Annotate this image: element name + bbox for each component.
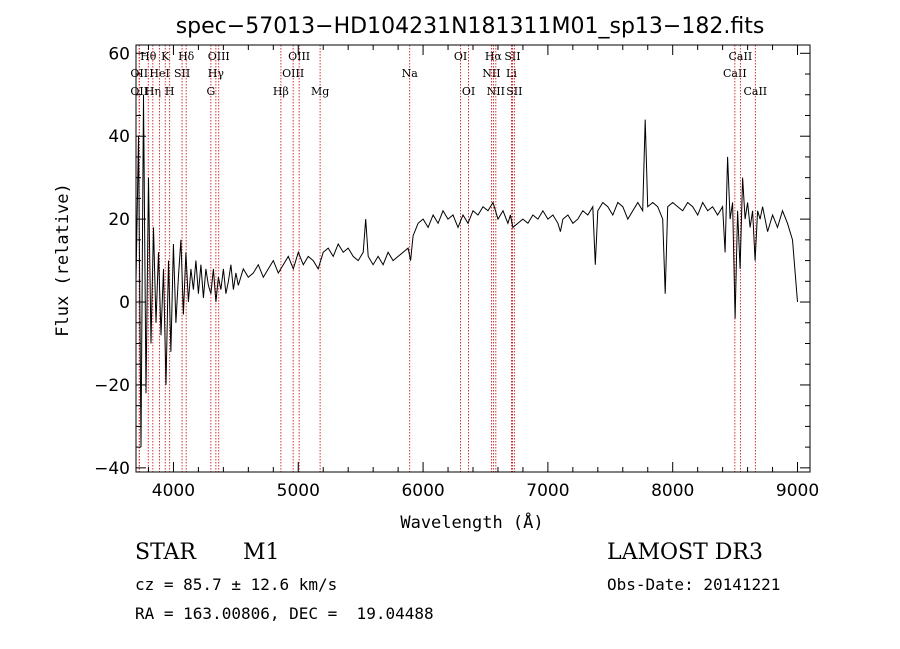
redshift-cz: cz = 85.7 ± 12.6 km/s [135,575,338,594]
y-tick-label-20: 20 [108,210,130,230]
line-marker-label-7: SII [174,67,190,80]
line-marker-label-3: Hη [145,85,161,98]
line-marker-label-19: NII [482,67,500,80]
spectrum-series-line [135,94,798,448]
object-class: STAR [135,540,196,565]
line-marker-label-25: CaII [723,67,747,80]
line-marker-label-27: CaII [743,85,767,98]
y-tick-label-40: 40 [108,127,130,147]
line-marker-label-6: H [165,85,175,98]
survey-name: LAMOST DR3 [607,540,763,565]
line-marker-label-17: OI [454,50,467,63]
y-axis-ticks: −40 −20 0 20 40 60 [94,44,810,479]
line-marker-label-4: HeI [149,67,169,80]
y-tick-label--40: −40 [94,459,130,479]
obs-date: Obs-Date: 20141221 [607,575,781,594]
line-marker-label-24: SII [506,85,522,98]
y-tick-label-60: 60 [108,44,130,64]
line-marker-label-13: OIII [282,67,304,80]
line-marker-label-16: Na [402,67,419,80]
x-tick-label-4000: 4000 [152,481,195,501]
line-marker-label-2: Hθ [140,50,157,63]
object-subclass: M1 [243,540,280,565]
line-marker-label-5: K [161,50,170,63]
x-tick-label-5000: 5000 [277,481,320,501]
ra-dec-coords: RA = 163.00806, DEC = 19.04488 [135,604,434,623]
x-axis-label: Wavelength (Å) [400,511,543,533]
x-axis-ticks: 4000 5000 6000 7000 8000 9000 [147,45,819,501]
plot-frame [135,44,811,473]
line-marker-label-12: Hβ [273,85,289,98]
line-marker-label-18: OI [462,85,475,98]
x-tick-label-6000: 6000 [401,481,444,501]
x-tick-label-8000: 8000 [651,481,694,501]
line-marker-label-10: Hγ [208,67,225,80]
line-marker-label-14: OIII [288,50,310,63]
line-marker-label-15: Mg [311,85,329,98]
chart-title: spec−57013−HD104231N181311M01_sp13−182.f… [176,14,765,39]
y-axis-label: Flux (relative) [53,183,73,337]
line-markers: OIIOIIHθHηHeIKHSIIHδGHγOIIIHβOIIIOIIIMgN… [130,45,767,472]
line-marker-label-8: Hδ [178,50,195,63]
line-marker-label-23: SII [504,50,520,63]
line-marker-label-20: Hα [485,50,503,63]
x-tick-label-7000: 7000 [526,481,569,501]
x-tick-label-9000: 9000 [776,481,819,501]
line-marker-label-9: G [206,85,215,98]
y-tick-label--20: −20 [94,376,130,396]
y-tick-label-0: 0 [119,293,130,313]
line-marker-label-22: Li [506,67,517,80]
line-marker-label-11: OIII [208,50,230,63]
line-marker-label-21: NII [487,85,505,98]
line-marker-label-26: CaII [729,50,753,63]
